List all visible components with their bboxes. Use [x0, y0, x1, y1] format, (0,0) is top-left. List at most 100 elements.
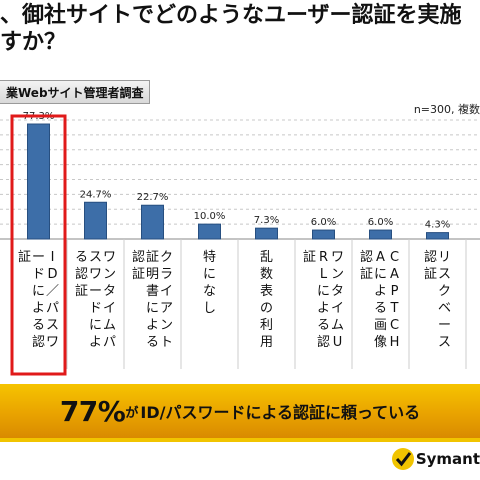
- bar: [255, 227, 278, 240]
- highlight-box: [10, 114, 67, 376]
- bar: [141, 204, 164, 240]
- category-label-char: タ: [103, 284, 116, 299]
- category-label-char: タ: [331, 284, 344, 299]
- category-label-char: H: [390, 335, 400, 350]
- category-label-char: ス: [89, 250, 102, 265]
- category-label-char: 像: [374, 335, 387, 350]
- footer-stripe: [0, 438, 480, 442]
- category-label-char: ク: [438, 284, 451, 299]
- category-label-char: ト: [160, 335, 173, 350]
- category-label-char: の: [260, 301, 273, 316]
- title-line-1: 、御社サイトでどのようなユーザー認証を実施: [0, 3, 462, 28]
- category-label-char: る: [374, 301, 387, 316]
- category-label-char: 用: [260, 335, 273, 350]
- category-label-char: ス: [46, 318, 59, 333]
- category-label-char: 証: [132, 267, 145, 282]
- category-label-char: に: [89, 318, 102, 333]
- category-label-char: 認: [317, 334, 330, 350]
- category-label-char: 証: [75, 284, 88, 299]
- category-label-char: イ: [103, 301, 116, 316]
- category-label-char: R: [319, 250, 328, 265]
- checkmark-logo-icon: [391, 448, 414, 470]
- category-label-char: 認: [424, 249, 437, 265]
- category-label-char: 特: [203, 250, 216, 265]
- data-label: 10.0%: [194, 211, 226, 222]
- banner-message: ID/パスワードによる認証に頼っている: [140, 403, 421, 422]
- summary-banner: 77% が ID/パスワードによる認証に頼っている: [0, 384, 480, 438]
- category-label-char: パ: [103, 335, 116, 350]
- category-label-char: よ: [32, 301, 45, 316]
- bar: [369, 229, 392, 240]
- category-label-char: 認: [360, 249, 373, 265]
- category-label-char: ア: [160, 301, 173, 316]
- category-label-char: ム: [103, 318, 116, 333]
- category-label-char: U: [333, 335, 343, 350]
- category-label-char: よ: [374, 284, 387, 299]
- data-label: 4.3%: [425, 220, 450, 231]
- category-label-char: ー: [32, 250, 45, 265]
- category-label-char: 証: [146, 250, 159, 265]
- category-label-char: D: [47, 267, 57, 282]
- category-label-char: よ: [317, 301, 330, 316]
- category-label-char: ワ: [103, 250, 116, 265]
- category-label-char: P: [391, 284, 399, 299]
- category-label-char: A: [376, 250, 385, 265]
- category-label-char: に: [32, 284, 45, 299]
- category-label-char: ク: [160, 250, 173, 265]
- category-label-char: パ: [46, 301, 59, 316]
- category-label-char: 認: [32, 334, 45, 350]
- category-label-char: ス: [438, 335, 451, 350]
- title-line-2: すか？: [0, 30, 67, 55]
- category-label-char: ラ: [160, 267, 173, 282]
- category-label-char: ベ: [438, 301, 451, 316]
- category-label-char: C: [390, 318, 399, 333]
- category-label-char: な: [203, 284, 216, 299]
- category-label-char: に: [203, 267, 216, 282]
- data-label: 6.0%: [311, 217, 336, 228]
- category-label-char: よ: [146, 318, 159, 333]
- survey-tag: 業Webサイト管理者調査: [0, 80, 150, 104]
- data-label: 22.7%: [137, 192, 169, 203]
- category-label-char: 書: [146, 284, 159, 299]
- category-label-char: 証: [424, 267, 437, 282]
- bar: [27, 123, 50, 240]
- bar: [426, 232, 449, 240]
- data-label: 6.0%: [368, 217, 393, 228]
- bar: [312, 229, 335, 240]
- category-label-char: 証: [18, 250, 31, 265]
- category-label-char: ン: [103, 267, 116, 282]
- bar: [198, 223, 221, 240]
- category-label-char: に: [146, 301, 159, 316]
- category-label-char: 認: [132, 249, 145, 265]
- category-label-char: 明: [146, 267, 159, 282]
- banner-text: 77% が ID/パスワードによる認証に頼っている: [0, 384, 480, 438]
- category-label-char: L: [320, 267, 328, 282]
- category-label-char: 画: [374, 318, 387, 333]
- category-label-char: ワ: [89, 267, 102, 282]
- data-label: 7.3%: [254, 215, 279, 226]
- category-label-char: る: [317, 318, 330, 333]
- data-label: 24.7%: [80, 189, 112, 200]
- category-label-char: ス: [438, 267, 451, 282]
- category-label-char: リ: [438, 250, 451, 265]
- category-label-char: る: [146, 335, 159, 350]
- category-label-char: イ: [331, 301, 344, 316]
- category-label-char: よ: [89, 335, 102, 350]
- category-label-char: に: [374, 267, 387, 282]
- category-label-char: 数: [260, 267, 273, 282]
- category-label-char: ン: [331, 267, 344, 282]
- category-label-char: 利: [260, 318, 273, 333]
- category-label-char: 表: [260, 284, 273, 299]
- category-label-char: 証: [360, 267, 373, 282]
- category-label-char: ワ: [46, 335, 59, 350]
- category-label-char: ／: [46, 284, 59, 299]
- category-label-char: A: [390, 267, 399, 282]
- category-label-char: I: [51, 250, 55, 265]
- category-label-char: る: [75, 250, 88, 265]
- category-label-char: 証: [303, 250, 316, 265]
- category-label-char: ワ: [331, 250, 344, 265]
- symantec-logo: Symant: [390, 446, 480, 472]
- bar-chart: 77.3%ID／パスワードによる認証24.7%ワンタイムパスワードによる認証22…: [0, 111, 480, 376]
- category-label-char: 乱: [260, 250, 273, 265]
